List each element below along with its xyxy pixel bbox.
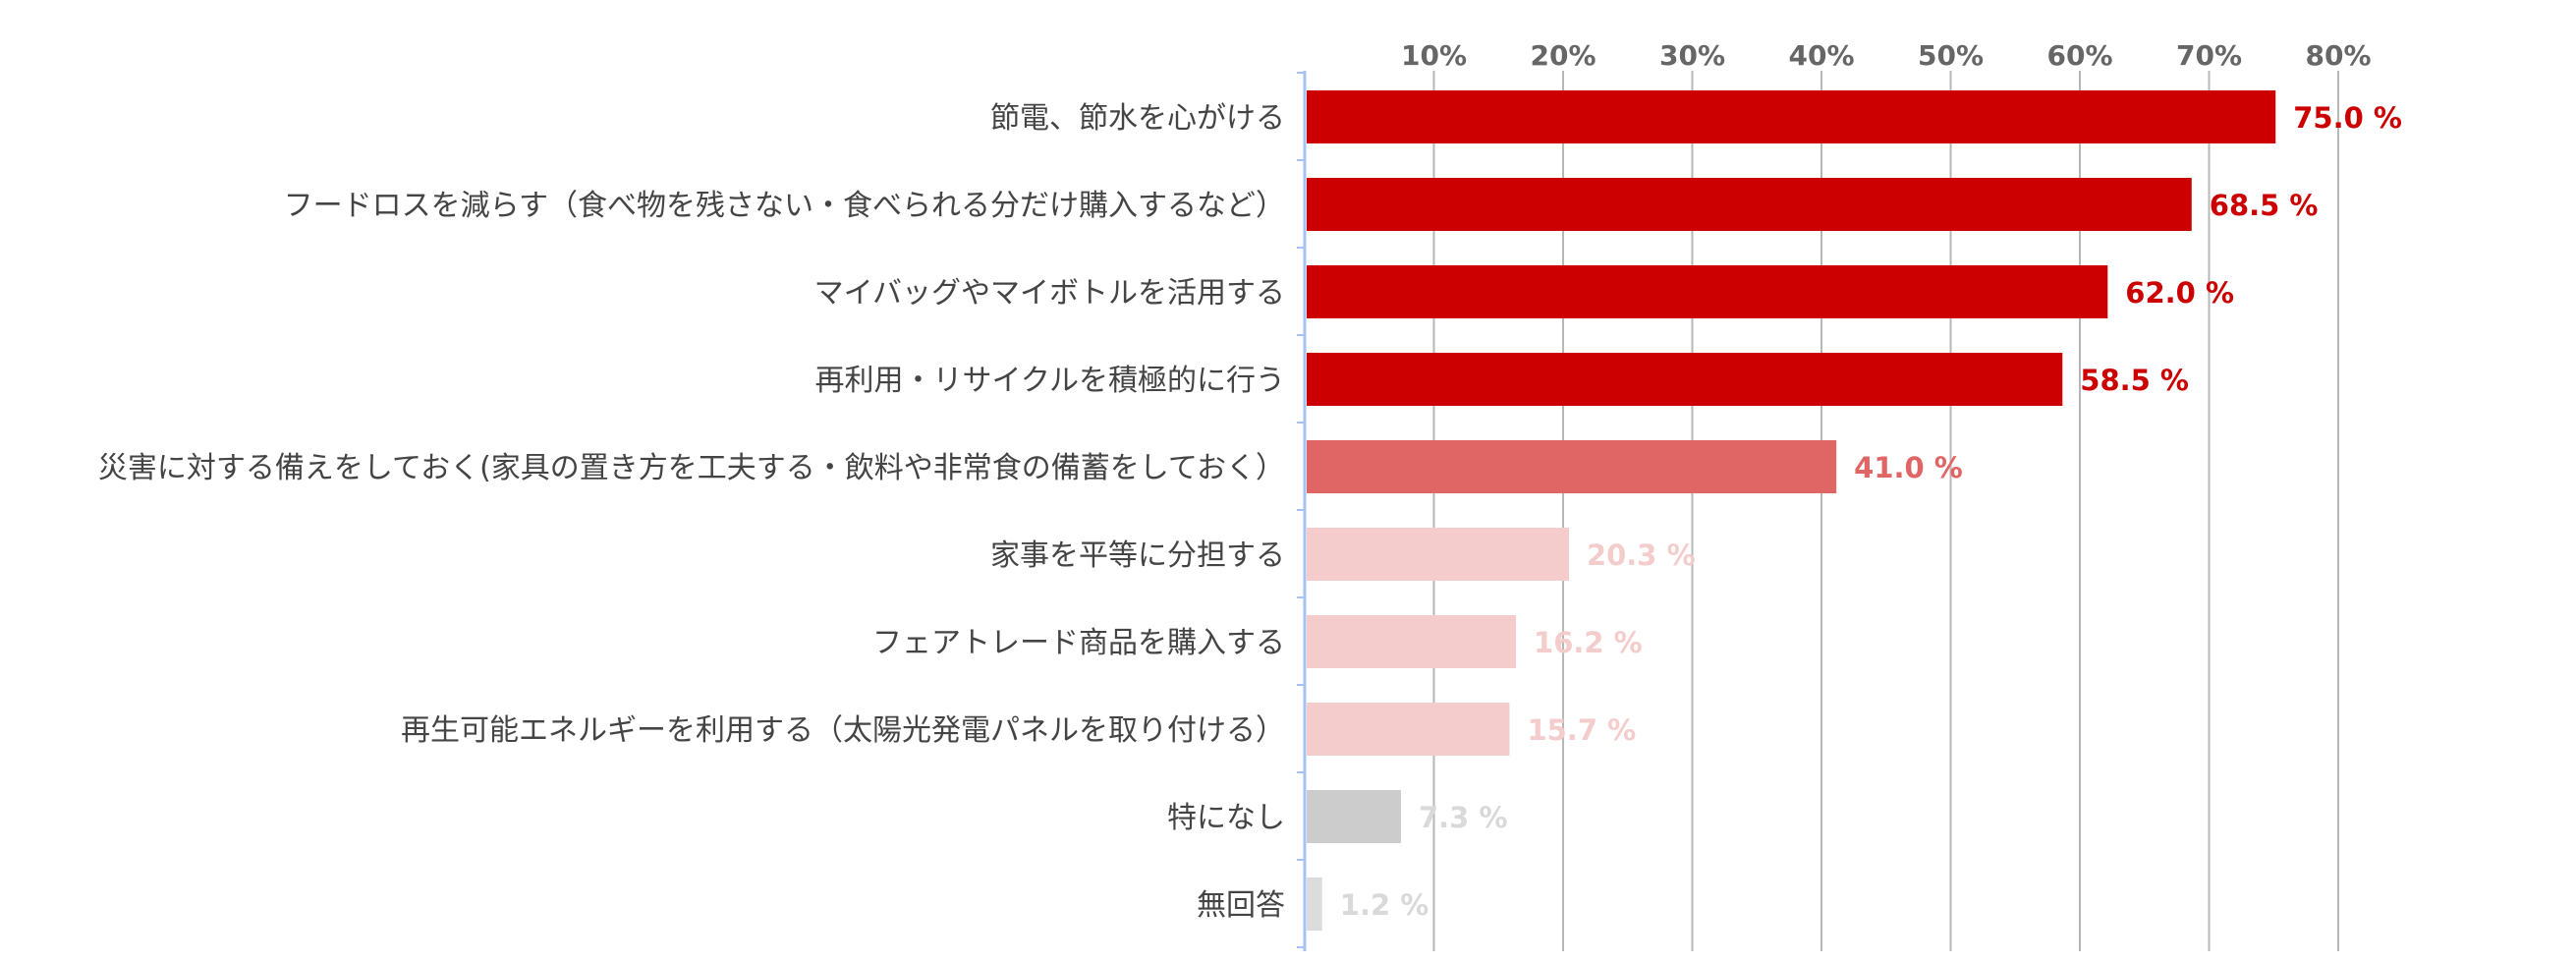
x-tick-label: 80% xyxy=(2305,39,2371,72)
category-label: フェアトレード商品を購入する xyxy=(872,626,1285,660)
bars xyxy=(1307,90,2276,931)
value-label: 68.5 % xyxy=(2210,189,2319,222)
x-axis-ticks: 10% 20% 30% 40% 50% 60% 70% 80% xyxy=(1401,39,2372,72)
value-label: 20.3 % xyxy=(1587,538,1696,572)
category-label: 無回答 xyxy=(1197,888,1285,923)
category-label: 再生可能エネルギーを利用する（太陽光発電パネルを取り付ける） xyxy=(401,713,1285,748)
bar xyxy=(1307,615,1517,668)
category-label: 特になし xyxy=(1167,801,1285,835)
bar xyxy=(1307,878,1322,931)
x-tick-label: 50% xyxy=(1918,39,1984,72)
bar xyxy=(1307,353,2063,406)
bar xyxy=(1307,90,2276,143)
category-label: フードロスを減らす（食べ物を残さない・食べられる分だけ購入するなど） xyxy=(284,189,1285,223)
category-label: 災害に対する備えをしておく(家具の置き方を工夫する・飲料や非常食の備蓄をしておく… xyxy=(98,451,1285,485)
value-label: 16.2 % xyxy=(1534,626,1643,659)
y-axis xyxy=(1297,71,1307,951)
bar xyxy=(1307,440,1837,493)
x-tick-label: 70% xyxy=(2176,39,2242,72)
bar xyxy=(1307,178,2192,231)
x-tick-label: 20% xyxy=(1530,39,1596,72)
value-label: 15.7 % xyxy=(1527,713,1636,747)
bar xyxy=(1307,703,1510,756)
value-label: 58.5 % xyxy=(2080,364,2189,397)
value-label: 62.0 % xyxy=(2125,276,2234,310)
x-tick-label: 40% xyxy=(1788,39,1854,72)
value-label: 41.0 % xyxy=(1854,451,1963,484)
value-labels: 75.0 % 68.5 % 62.0 % 58.5 % 41.0 % 20.3 % 16.2… xyxy=(1340,101,2402,922)
x-tick-label: 10% xyxy=(1401,39,1467,72)
x-tick-label: 30% xyxy=(1659,39,1725,72)
x-tick-label: 60% xyxy=(2046,39,2112,72)
category-label: 再利用・リサイクルを積極的に行う xyxy=(815,364,1286,398)
bar xyxy=(1307,528,1569,581)
bar xyxy=(1307,790,1401,843)
value-label: 75.0 % xyxy=(2293,101,2402,135)
value-label: 7.3 % xyxy=(1419,801,1508,834)
category-labels: 節電、節水を心がけるフードロスを減らす（食べ物を残さない・食べられる分だけ購入す… xyxy=(98,101,1285,923)
category-label: マイバッグやマイボトルを活用する xyxy=(814,276,1285,311)
value-label: 1.2 % xyxy=(1340,888,1429,922)
bar xyxy=(1307,265,2108,318)
category-label: 節電、節水を心がける xyxy=(990,101,1285,136)
category-label: 家事を平等に分担する xyxy=(990,538,1285,573)
